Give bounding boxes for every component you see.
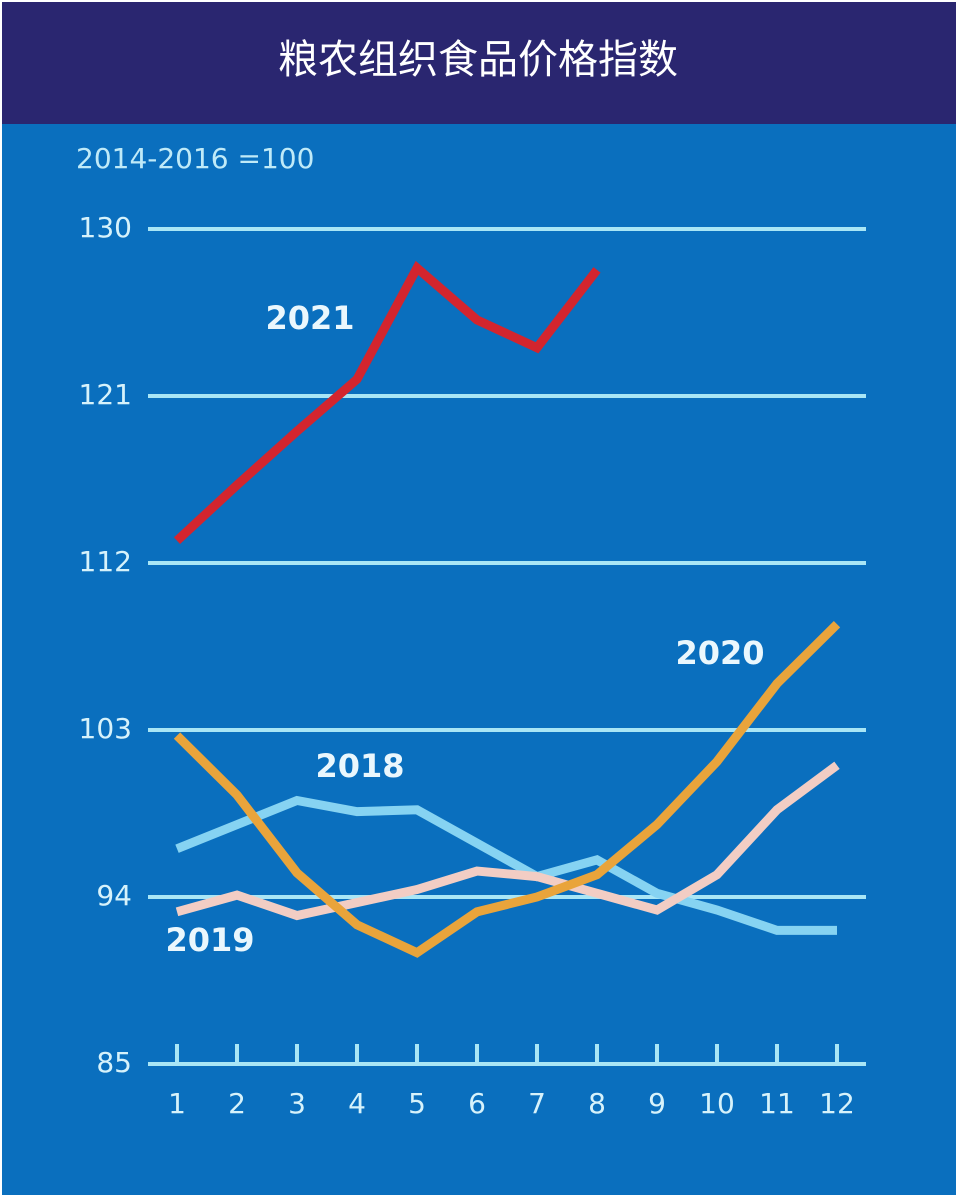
series-label: 2020 bbox=[675, 634, 764, 672]
x-tick-label: 6 bbox=[468, 1087, 486, 1120]
x-tick-label: 1 bbox=[168, 1087, 186, 1120]
chart-title: 粮农组织食品价格指数 bbox=[278, 37, 678, 83]
series-label: 2018 bbox=[315, 747, 404, 785]
y-tick-label: 85 bbox=[96, 1046, 132, 1079]
y-tick-label: 94 bbox=[96, 879, 132, 912]
y-tick-label: 103 bbox=[79, 712, 132, 745]
x-tick-label: 12 bbox=[819, 1087, 855, 1120]
series-line bbox=[175, 761, 840, 921]
x-tick-label: 5 bbox=[408, 1087, 426, 1120]
series-label: 2021 bbox=[265, 299, 354, 337]
series-line bbox=[175, 795, 837, 935]
x-tick-label: 11 bbox=[759, 1087, 795, 1120]
subtitle: 2014-2016 =100 bbox=[76, 142, 314, 175]
x-tick-label: 10 bbox=[699, 1087, 735, 1120]
series-line bbox=[173, 260, 601, 545]
x-tick-label: 7 bbox=[528, 1087, 546, 1120]
x-tick-label: 9 bbox=[648, 1087, 666, 1120]
x-tick-label: 3 bbox=[288, 1087, 306, 1120]
x-tick-label: 2 bbox=[228, 1087, 246, 1120]
series-line bbox=[173, 621, 841, 958]
y-tick-label: 130 bbox=[79, 211, 132, 244]
series-label: 2019 bbox=[165, 921, 254, 959]
y-tick-label: 121 bbox=[79, 378, 132, 411]
x-tick-label: 8 bbox=[588, 1087, 606, 1120]
title-band bbox=[2, 2, 956, 124]
x-tick-label: 4 bbox=[348, 1087, 366, 1120]
y-tick-label: 112 bbox=[79, 545, 132, 578]
